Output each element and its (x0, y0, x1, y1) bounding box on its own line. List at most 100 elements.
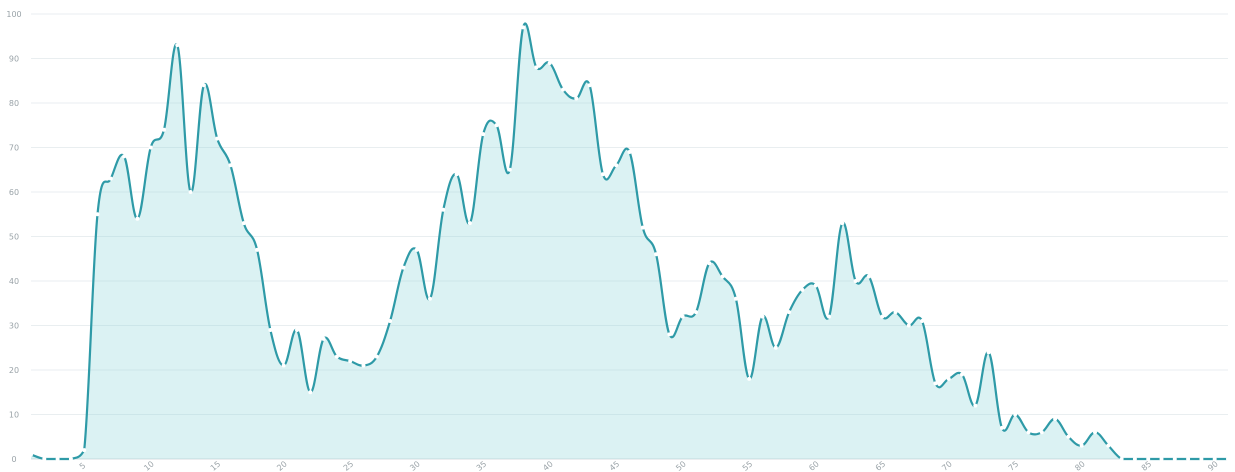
x-tick-label: 50 (674, 459, 688, 472)
data-point (201, 83, 206, 88)
data-point (268, 327, 273, 332)
data-point (467, 221, 472, 226)
data-point (1146, 456, 1151, 461)
y-tick-label: 90 (9, 55, 19, 64)
data-point (946, 376, 951, 381)
data-point (481, 132, 486, 137)
data-point (175, 43, 180, 48)
data-point (733, 296, 738, 301)
data-point (188, 189, 193, 194)
data-point (281, 363, 286, 368)
data-point (95, 212, 100, 217)
data-point (135, 216, 140, 221)
y-tick-label: 100 (6, 10, 21, 19)
x-tick-label: 55 (741, 459, 755, 472)
data-point (986, 350, 991, 355)
y-axis-ticks: 0 10 20 30 40 50 60 70 80 90 100 (6, 10, 21, 464)
data-point (68, 456, 73, 461)
data-point (973, 403, 978, 408)
y-tick-label: 30 (9, 322, 19, 331)
y-tick-label: 70 (9, 144, 19, 153)
data-point (813, 283, 818, 288)
x-tick-label: 40 (541, 459, 555, 472)
data-point (1119, 456, 1124, 461)
data-point (388, 319, 393, 324)
y-tick-label: 50 (9, 233, 19, 242)
data-point (933, 381, 938, 386)
x-tick-label: 70 (940, 459, 954, 472)
x-tick-label: 75 (1007, 459, 1021, 472)
x-tick-label: 30 (408, 459, 422, 472)
data-point (827, 314, 832, 319)
x-tick-label: 85 (1140, 459, 1154, 472)
data-points (28, 25, 1231, 461)
x-tick-label: 5 (78, 461, 88, 471)
data-point (427, 296, 432, 301)
data-point (401, 265, 406, 270)
y-tick-label: 80 (9, 99, 19, 108)
data-point (840, 221, 845, 226)
data-point (1226, 456, 1231, 461)
data-point (374, 354, 379, 359)
data-point (893, 310, 898, 315)
x-tick-label: 80 (1073, 459, 1087, 472)
data-point (1132, 456, 1137, 461)
data-point (654, 252, 659, 257)
data-point (42, 456, 47, 461)
data-point (707, 261, 712, 266)
grid-lines (31, 13, 1228, 460)
data-point (1186, 456, 1191, 461)
x-tick-label: 15 (209, 459, 223, 472)
data-point (800, 287, 805, 292)
data-point (574, 96, 579, 101)
data-point (600, 172, 605, 177)
data-point (747, 376, 752, 381)
x-tick-label: 35 (475, 459, 489, 472)
data-point (587, 83, 592, 88)
data-point (28, 452, 33, 457)
data-point (866, 274, 871, 279)
x-tick-label: 10 (142, 459, 156, 472)
data-point (108, 176, 113, 181)
data-point (1053, 416, 1058, 421)
data-point (228, 163, 233, 168)
data-point (82, 448, 87, 453)
y-tick-label: 20 (9, 366, 19, 375)
data-point (122, 154, 127, 159)
data-point (361, 363, 366, 368)
data-point (1172, 456, 1177, 461)
y-tick-label: 10 (9, 411, 19, 420)
data-point (1199, 456, 1204, 461)
data-point (906, 323, 911, 328)
data-point (640, 225, 645, 230)
data-point (694, 310, 699, 315)
data-point (441, 207, 446, 212)
x-tick-label: 20 (275, 459, 289, 472)
y-tick-label: 40 (9, 277, 19, 286)
data-point (215, 136, 220, 141)
data-point (454, 172, 459, 177)
data-point (334, 354, 339, 359)
data-point (321, 336, 326, 341)
x-tick-label: 25 (342, 459, 356, 472)
data-point (999, 425, 1004, 430)
data-point (1013, 412, 1018, 417)
data-point (880, 314, 885, 319)
data-point (308, 390, 313, 395)
data-point (507, 167, 512, 172)
data-point (667, 332, 672, 337)
data-point (255, 247, 260, 252)
data-point (1066, 434, 1071, 439)
data-point (1159, 456, 1164, 461)
data-point (720, 274, 725, 279)
data-point (614, 163, 619, 168)
data-point (1079, 443, 1084, 448)
data-point (853, 278, 858, 283)
data-point (920, 319, 925, 324)
data-point (1026, 430, 1031, 435)
y-tick-label: 60 (9, 188, 19, 197)
data-point (294, 327, 299, 332)
data-point (773, 345, 778, 350)
data-point (55, 456, 60, 461)
